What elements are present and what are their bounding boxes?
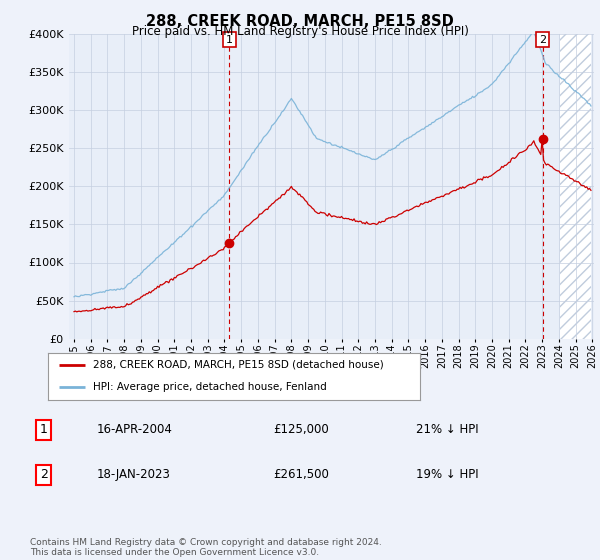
- Text: 1: 1: [40, 423, 48, 436]
- Text: Price paid vs. HM Land Registry's House Price Index (HPI): Price paid vs. HM Land Registry's House …: [131, 25, 469, 38]
- Text: 288, CREEK ROAD, MARCH, PE15 8SD (detached house): 288, CREEK ROAD, MARCH, PE15 8SD (detach…: [92, 360, 383, 370]
- Text: £261,500: £261,500: [273, 468, 329, 481]
- Text: 16-APR-2004: 16-APR-2004: [96, 423, 172, 436]
- Text: 1: 1: [226, 35, 233, 45]
- Text: 19% ↓ HPI: 19% ↓ HPI: [416, 468, 479, 481]
- Text: 2: 2: [539, 35, 547, 45]
- Text: 2: 2: [40, 468, 48, 481]
- Text: £125,000: £125,000: [273, 423, 329, 436]
- Text: HPI: Average price, detached house, Fenland: HPI: Average price, detached house, Fenl…: [92, 382, 326, 392]
- Text: 18-JAN-2023: 18-JAN-2023: [96, 468, 170, 481]
- Text: 288, CREEK ROAD, MARCH, PE15 8SD: 288, CREEK ROAD, MARCH, PE15 8SD: [146, 14, 454, 29]
- Text: Contains HM Land Registry data © Crown copyright and database right 2024.
This d: Contains HM Land Registry data © Crown c…: [30, 538, 382, 557]
- Text: 21% ↓ HPI: 21% ↓ HPI: [416, 423, 479, 436]
